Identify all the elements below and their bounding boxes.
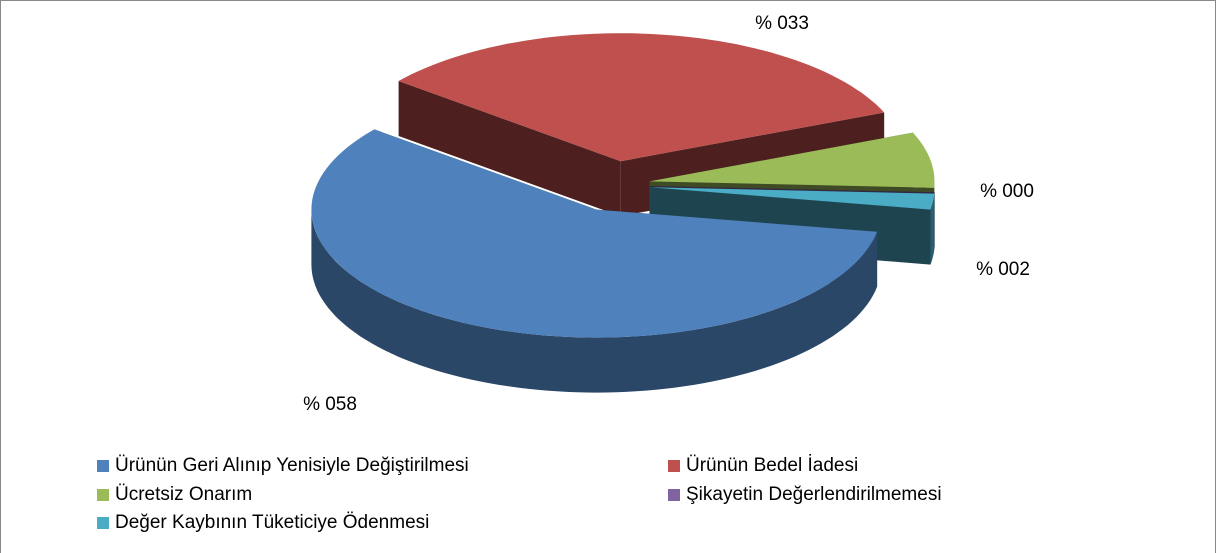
legend-label: Şikayetin Değerlendirilmemesi (686, 484, 942, 505)
legend-swatch (668, 460, 680, 472)
slice-side (311, 209, 878, 393)
slice-top (311, 129, 878, 338)
legend-label: Ücretsiz Onarım (115, 484, 252, 505)
data-label: % 002 (976, 259, 1030, 280)
legend-swatch (97, 460, 109, 472)
legend-label: Ürünün Geri Alınıp Yenisiyle Değiştirilm… (115, 455, 469, 476)
slice-side (930, 193, 935, 265)
pie: % 058 % 033 % 000 % 002 (303, 13, 1034, 415)
slice-cut-face (398, 81, 621, 217)
data-label: % 033 (755, 13, 809, 34)
slice-top (649, 187, 935, 210)
legend-label: Ürünün Bedel İadesi (686, 455, 858, 476)
legend-swatch (97, 517, 109, 529)
data-label: % 058 (303, 394, 357, 415)
slice (311, 129, 878, 393)
slice-top (649, 132, 935, 188)
slice-top (398, 33, 885, 162)
data-label: % 000 (980, 181, 1034, 202)
legend-swatch (668, 489, 680, 501)
legend-swatch (97, 489, 109, 501)
legend: Ürünün Geri Alınıp Yenisiyle Değiştirilm… (97, 455, 942, 533)
legend-label: Değer Kaybının Tüketiciye Ödenmesi (115, 512, 429, 533)
